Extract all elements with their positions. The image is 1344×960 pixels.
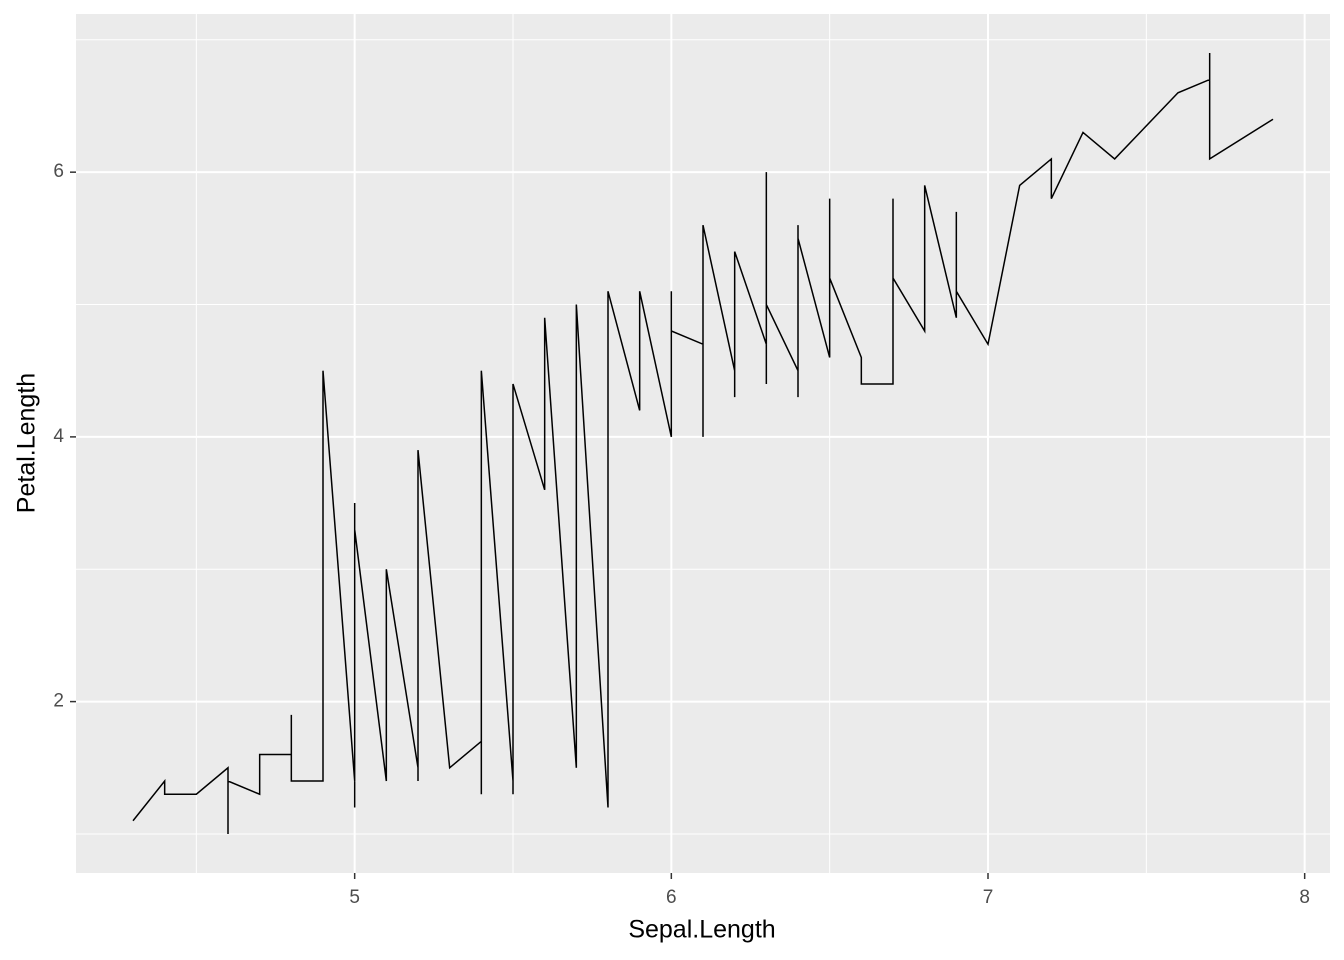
x-tick-label: 5 [349, 887, 360, 908]
x-axis-title: Sepal.Length [628, 916, 775, 944]
y-tick-label: 2 [53, 691, 64, 712]
data-line [132, 53, 1274, 834]
x-tick-label: 7 [983, 887, 994, 908]
x-tick-label: 6 [666, 887, 677, 908]
plot-panel [76, 14, 1330, 873]
y-axis-title: Petal.Length [13, 373, 41, 513]
y-tick-label: 6 [53, 161, 64, 182]
y-tick-label: 4 [53, 426, 64, 447]
x-tick-label: 8 [1299, 887, 1310, 908]
